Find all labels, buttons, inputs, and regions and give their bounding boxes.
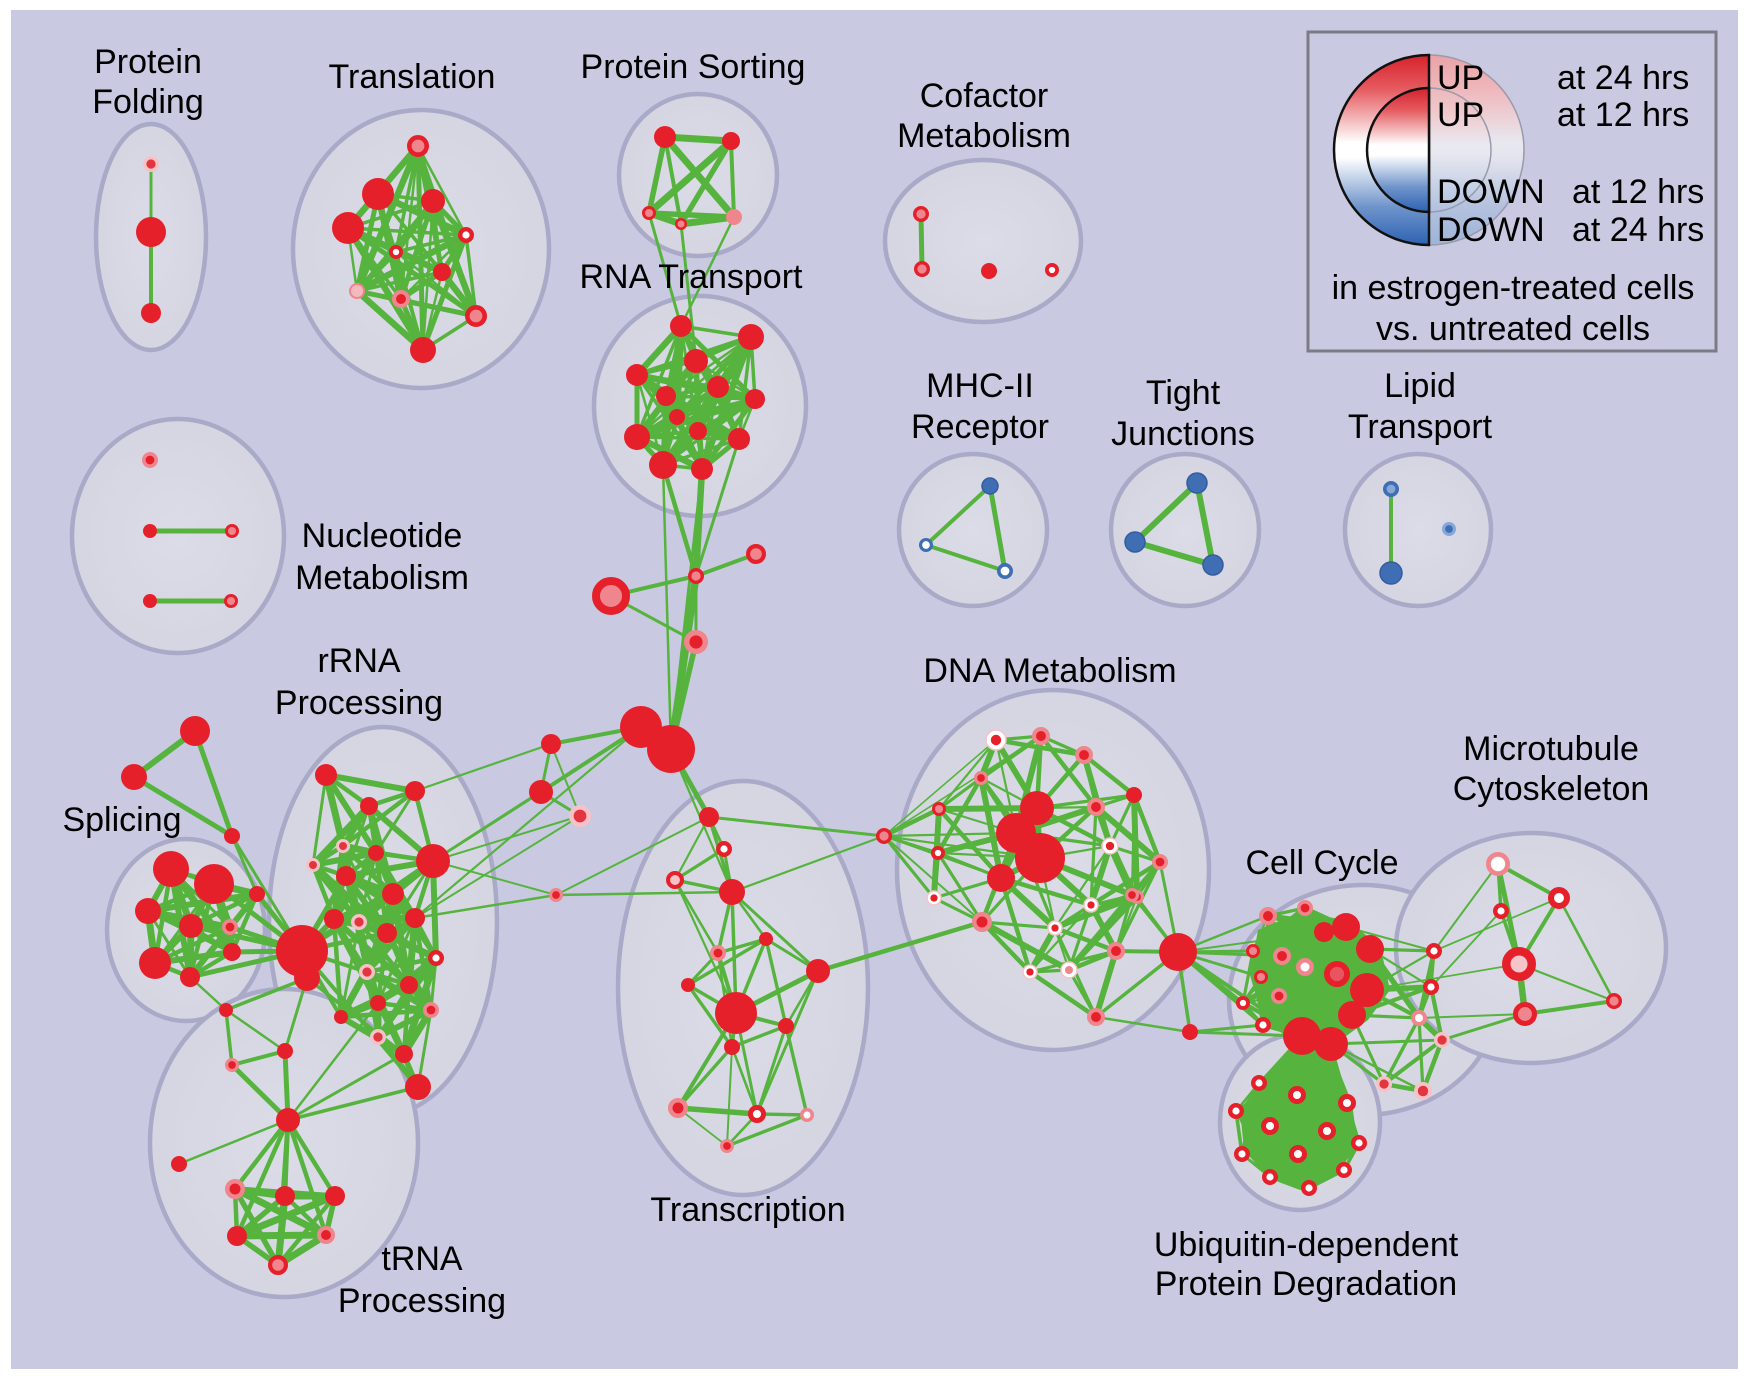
svg-text:Splicing: Splicing — [62, 801, 181, 839]
svg-text:Metabolism: Metabolism — [295, 559, 469, 597]
svg-text:Metabolism: Metabolism — [897, 117, 1071, 155]
svg-text:at 24 hrs: at 24 hrs — [1572, 211, 1704, 249]
svg-text:Protein Sorting: Protein Sorting — [581, 48, 806, 86]
svg-text:rRNA: rRNA — [317, 642, 400, 680]
svg-text:Translation: Translation — [329, 58, 496, 96]
svg-text:Tight: Tight — [1146, 374, 1221, 412]
svg-text:Protein Degradation: Protein Degradation — [1155, 1265, 1457, 1303]
svg-text:vs. untreated cells: vs. untreated cells — [1376, 310, 1650, 348]
svg-text:at 24 hrs: at 24 hrs — [1557, 59, 1689, 97]
svg-text:Transcription: Transcription — [650, 1191, 845, 1229]
svg-text:in estrogen-treated cells: in estrogen-treated cells — [1332, 269, 1695, 307]
svg-text:Junctions: Junctions — [1111, 415, 1255, 453]
svg-text:Processing: Processing — [338, 1282, 506, 1320]
svg-text:MHC-II: MHC-II — [926, 367, 1034, 405]
svg-text:Processing: Processing — [275, 684, 443, 722]
svg-text:Cytoskeleton: Cytoskeleton — [1453, 770, 1650, 808]
svg-text:tRNA: tRNA — [381, 1240, 463, 1278]
svg-text:UP: UP — [1437, 96, 1484, 134]
svg-text:UP: UP — [1437, 59, 1484, 97]
svg-text:DNA Metabolism: DNA Metabolism — [923, 652, 1176, 690]
svg-text:Microtubule: Microtubule — [1463, 730, 1639, 768]
svg-text:Cofactor: Cofactor — [920, 77, 1049, 115]
svg-text:DOWN: DOWN — [1437, 211, 1545, 249]
svg-text:Lipid: Lipid — [1384, 367, 1456, 405]
svg-text:Folding: Folding — [92, 83, 204, 121]
svg-text:Nucleotide: Nucleotide — [302, 517, 463, 555]
svg-text:RNA Transport: RNA Transport — [580, 258, 804, 296]
svg-text:Ubiquitin-dependent: Ubiquitin-dependent — [1154, 1226, 1459, 1264]
svg-text:Protein: Protein — [94, 43, 202, 81]
svg-text:Cell Cycle: Cell Cycle — [1245, 844, 1398, 882]
svg-text:DOWN: DOWN — [1437, 173, 1545, 211]
svg-text:Receptor: Receptor — [911, 408, 1049, 446]
svg-text:at 12 hrs: at 12 hrs — [1557, 96, 1689, 134]
svg-text:Transport: Transport — [1348, 408, 1493, 446]
svg-text:at 12 hrs: at 12 hrs — [1572, 173, 1704, 211]
